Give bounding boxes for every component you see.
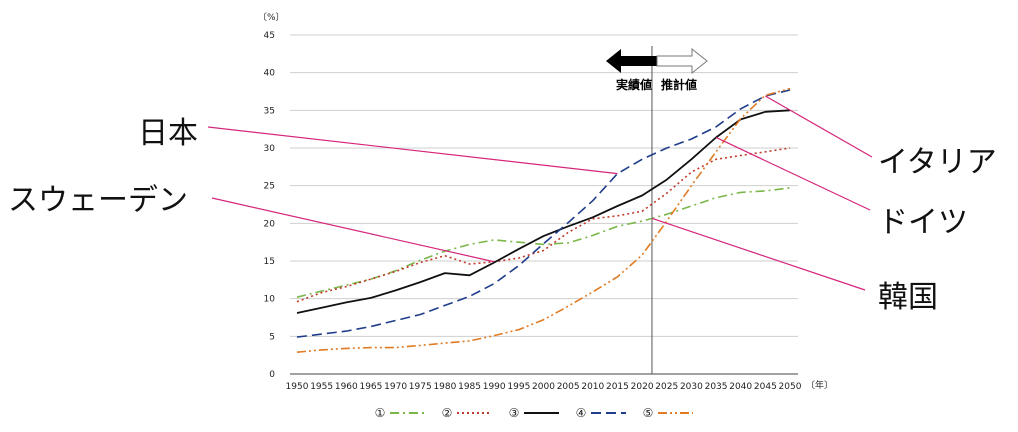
y-tick-label: 20 [264,219,276,229]
country-label-sweden: スウェーデン [8,183,188,218]
y-tick-label: 15 [264,257,275,267]
leader-line-2 [211,197,495,263]
x-tick-label: 2035 [705,382,728,392]
x-tick-label: 1965 [359,382,382,392]
legend-label-2: ② [442,406,453,420]
y-tick-label: 25 [264,182,275,192]
country-label-japan: 日本 [138,116,198,151]
y-tick-label: 5 [269,332,275,342]
y-tick-label: 35 [264,106,275,116]
y-tick-label: 40 [264,69,276,79]
leader-line-3 [765,95,873,158]
actual-arrow [606,49,657,73]
leader-line-1 [207,126,618,175]
y-tick-label: 30 [264,144,276,154]
x-tick-label: 2025 [655,382,678,392]
x-tick-label: 1995 [507,382,530,392]
x-tick-label: 1985 [458,382,481,392]
x-axis-ticks: 1950 1955 1960 1965 1970 1975 1980 1985 1990 1995… [286,382,802,392]
x-tick-label: 2005 [557,382,580,392]
x-tick-label: 2020 [631,382,654,392]
y-axis-ticks: 0 5 10 15 20 25 30 35 40 45 [264,31,276,380]
series-line-2 [296,147,791,303]
legend-label-3: ③ [509,406,520,420]
country-label-italy: イタリア [878,145,997,180]
series-line-5 [296,87,791,353]
y-unit-label: 〔%〕 [258,12,285,23]
legend: ① ② ③ ④ ⑤ [375,406,693,420]
legend-label-5: ⑤ [643,406,654,420]
x-tick-label: 1960 [335,382,358,392]
x-tick-label: 1950 [286,382,309,392]
x-tick-label: 2015 [606,382,629,392]
projected-arrow-icon [656,47,708,75]
legend-label-4: ④ [576,406,587,420]
x-tick-label: 1975 [409,382,432,392]
grid-lines [290,34,798,337]
label-leader-lines [207,95,873,291]
series-line-4 [296,89,791,338]
x-tick-label: 2045 [754,382,777,392]
series-lines [296,87,791,353]
projected-arrow [656,47,708,75]
y-tick-label: 45 [264,31,275,41]
x-tick-label: 1990 [483,382,506,392]
y-tick-label: 10 [264,295,276,305]
leader-line-5 [651,217,866,291]
x-tick-label: 1980 [433,382,456,392]
leader-line-4 [715,136,871,211]
series-line-1 [296,187,791,298]
legend-label-1: ① [375,406,386,420]
x-tick-label: 2000 [532,382,555,392]
y-tick-label: 0 [269,370,275,380]
country-label-germany: ドイツ [878,205,968,240]
series-line-3 [296,109,791,314]
x-tick-label: 2030 [680,382,703,392]
x-tick-label: 1955 [310,382,333,392]
actual-label: 実績値 [616,77,652,92]
x-tick-label: 2050 [779,382,802,392]
country-label-korea: 韓国 [878,280,938,315]
projected-label: 推計値 [661,77,697,92]
x-tick-label: 2040 [729,382,752,392]
x-tick-label: 2010 [581,382,604,392]
x-tick-label: 1970 [384,382,407,392]
x-unit-label: 〔年〕 [806,379,833,391]
actual-arrow-icon [606,49,657,73]
